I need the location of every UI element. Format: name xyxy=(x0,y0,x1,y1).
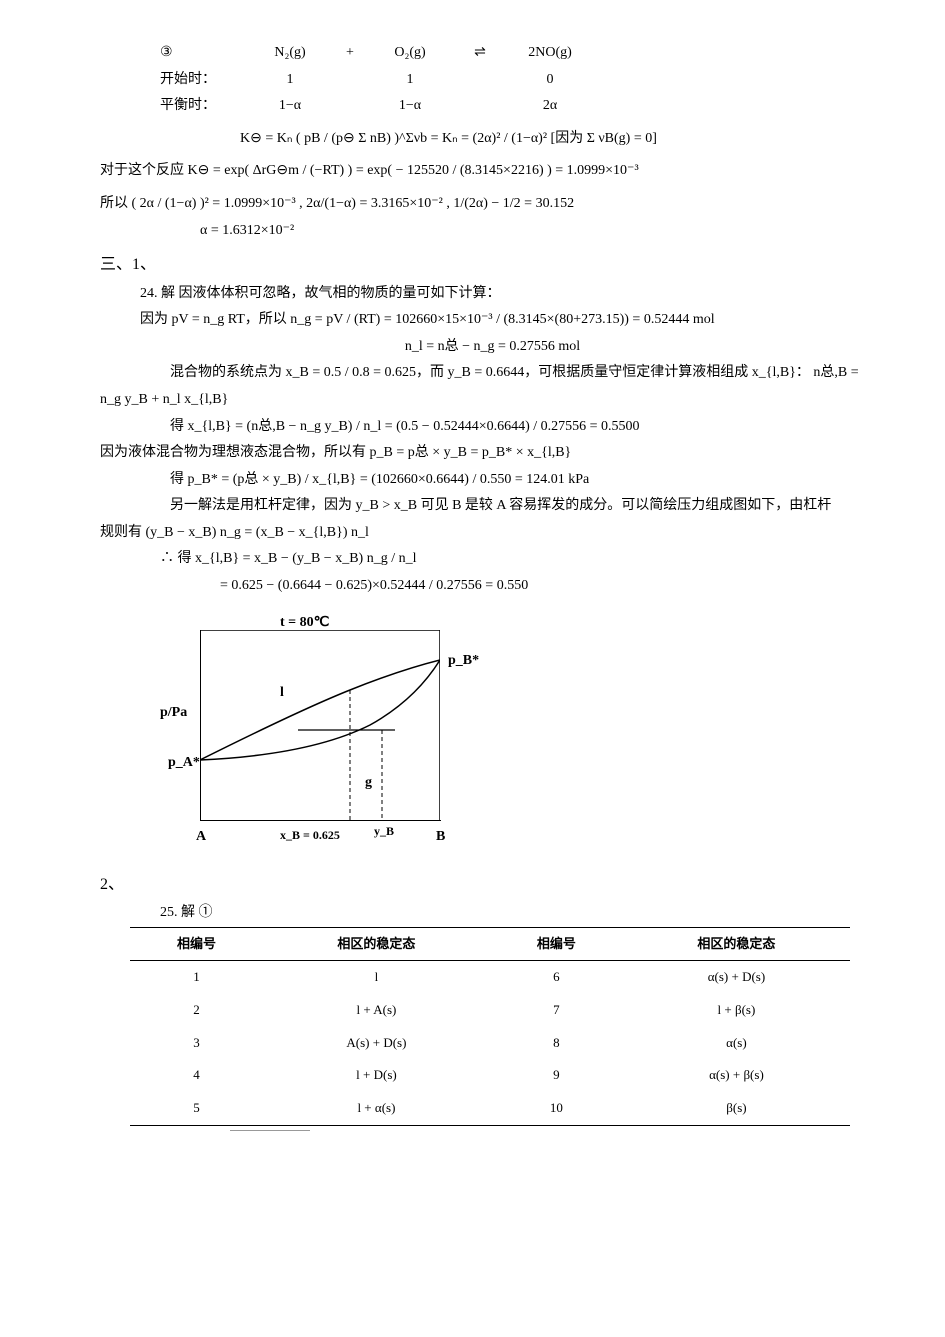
p24-alt4: = 0.625 − (0.6644 − 0.625)×0.52444 / 0.2… xyxy=(100,573,885,600)
K-equation: K⊖ = Kₙ ( pB / (p⊖ Σ nB) )^Σνb = Kₙ = (2… xyxy=(100,126,885,153)
table-row: 3 A(s) + D(s) 8 α(s) xyxy=(130,1027,850,1060)
diagram-yB: y_B xyxy=(374,820,394,843)
cell: 3 xyxy=(130,1027,263,1060)
table-body: 1 l 6 α(s) + D(s) 2 l + A(s) 7 l + β(s) … xyxy=(130,961,850,1125)
reaction-start-row: 开始时： 1 1 0 xyxy=(100,67,885,94)
th-1: 相区的稳定态 xyxy=(263,927,490,961)
cell: l + D(s) xyxy=(263,1059,490,1092)
cell: 4 xyxy=(130,1059,263,1092)
cell: 7 xyxy=(490,994,623,1027)
rxn-sp-3: ⇌ xyxy=(450,40,510,67)
rxn-sp-2: O₂(g) xyxy=(370,40,450,67)
diagram-ylabel: p/Pa xyxy=(160,700,187,727)
reaction-header-row: ③ N₂(g) + O₂(g) ⇌ 2NO(g) xyxy=(100,40,885,67)
circled-3: ③ xyxy=(160,40,250,67)
table-row: 5 l + α(s) 10 β(s) xyxy=(130,1092,850,1125)
p24-mix2: n_g y_B + n_l x_{l,B} xyxy=(100,387,885,414)
cell: 9 xyxy=(490,1059,623,1092)
cell: l + β(s) xyxy=(623,994,850,1027)
eq-0: 1−α xyxy=(250,93,330,120)
cell: 10 xyxy=(490,1092,623,1125)
cell: 8 xyxy=(490,1027,623,1060)
cell: l + A(s) xyxy=(263,994,490,1027)
p24-ng: 因为 pV = n_g RT，所以 n_g = pV / (RT) = 1026… xyxy=(100,307,885,334)
p24-ideal: 因为液体混合物为理想液态混合物，所以有 p_B = p总 × y_B = p_B… xyxy=(100,440,885,467)
p24-alt2: 规则有 (y_B − x_B) n_g = (x_B − x_{l,B}) n_… xyxy=(100,520,885,547)
p24-head: 24. 解 因液体体积可忽略，故气相的物质的量可如下计算： xyxy=(100,281,885,308)
cell: 6 xyxy=(490,961,623,994)
diagram-svg xyxy=(200,630,440,820)
section-3-1: 三、1、 xyxy=(100,250,885,280)
cell: l xyxy=(263,961,490,994)
table-row: 4 l + D(s) 9 α(s) + β(s) xyxy=(130,1059,850,1092)
footer-rule xyxy=(230,1130,310,1131)
start-0: 1 xyxy=(250,67,330,94)
rxn-sp-0: N₂(g) xyxy=(250,40,330,67)
diagram-B: B xyxy=(436,824,445,851)
rxn-sp-1: + xyxy=(330,40,370,67)
start-4: 0 xyxy=(510,67,590,94)
solve-line-2: α = 1.6312×10⁻² xyxy=(100,218,885,245)
eq-1 xyxy=(330,93,370,120)
diagram-title: t = 80℃ xyxy=(280,610,329,637)
eq-2: 1−α xyxy=(370,93,450,120)
cell: l + α(s) xyxy=(263,1092,490,1125)
p24-mix: 混合物的系统点为 x_B = 0.5 / 0.8 = 0.625，而 y_B =… xyxy=(100,360,885,387)
rxn-sp-4: 2NO(g) xyxy=(510,40,590,67)
eq-3 xyxy=(450,93,510,120)
section-2: 2、 xyxy=(100,870,885,900)
problem-3-block: ③ N₂(g) + O₂(g) ⇌ 2NO(g) 开始时： 1 1 0 平衡时：… xyxy=(100,40,885,244)
table-row: 1 l 6 α(s) + D(s) xyxy=(130,961,850,994)
solve-line-1: 所以 ( 2α / (1−α) )² = 1.0999×10⁻³ , 2α/(1… xyxy=(100,191,885,218)
cell: 5 xyxy=(130,1092,263,1125)
eq-label: 平衡时： xyxy=(160,93,250,120)
diagram-pB: p_B* xyxy=(448,648,479,675)
cell: α(s) xyxy=(623,1027,850,1060)
cell: 1 xyxy=(130,961,263,994)
diagram-A: A xyxy=(196,824,206,851)
p24-alt3: ∴ 得 x_{l,B} = x_B − (y_B − x_B) n_g / n_… xyxy=(100,546,885,573)
start-label: 开始时： xyxy=(160,67,250,94)
p24-xlb: 得 x_{l,B} = (n总,B − n_g y_B) / n_l = (0.… xyxy=(100,414,885,441)
diagram-xB: x_B = 0.625 xyxy=(280,824,340,847)
eq-4: 2α xyxy=(510,93,590,120)
p24-pb: 得 p_B* = (p总 × y_B) / x_{l,B} = (102660×… xyxy=(100,467,885,494)
start-2: 1 xyxy=(370,67,450,94)
cell: α(s) + β(s) xyxy=(623,1059,850,1092)
cell: α(s) + D(s) xyxy=(623,961,850,994)
diagram-g: g xyxy=(365,770,372,797)
th-0: 相编号 xyxy=(130,927,263,961)
deltaG-equation: 对于这个反应 K⊖ = exp( ΔrG⊖m / (−RT) ) = exp( … xyxy=(100,158,885,185)
diagram-pA: p_A* xyxy=(168,750,200,777)
cell: A(s) + D(s) xyxy=(263,1027,490,1060)
phase-table: 相编号 相区的稳定态 相编号 相区的稳定态 1 l 6 α(s) + D(s) … xyxy=(130,927,850,1126)
cell: 2 xyxy=(130,994,263,1027)
phase-diagram: t = 80℃ p/Pa p_A* p_B* l g A B y_B x_B =… xyxy=(160,610,480,860)
p25-head: 25. 解 ① xyxy=(100,900,885,927)
reaction-eq-row: 平衡时： 1−α 1−α 2α xyxy=(100,93,885,120)
table-header-row: 相编号 相区的稳定态 相编号 相区的稳定态 xyxy=(130,927,850,961)
cell: β(s) xyxy=(623,1092,850,1125)
p24-nl: n_l = n总 − n_g = 0.27556 mol xyxy=(100,334,885,361)
start-3 xyxy=(450,67,510,94)
diagram-l: l xyxy=(280,680,284,707)
problem-24-block: 24. 解 因液体体积可忽略，故气相的物质的量可如下计算： 因为 pV = n_… xyxy=(100,281,885,600)
th-2: 相编号 xyxy=(490,927,623,961)
th-3: 相区的稳定态 xyxy=(623,927,850,961)
p24-alt1: 另一解法是用杠杆定律，因为 y_B > x_B 可见 B 是较 A 容易挥发的成… xyxy=(100,493,885,520)
start-1 xyxy=(330,67,370,94)
table-row: 2 l + A(s) 7 l + β(s) xyxy=(130,994,850,1027)
